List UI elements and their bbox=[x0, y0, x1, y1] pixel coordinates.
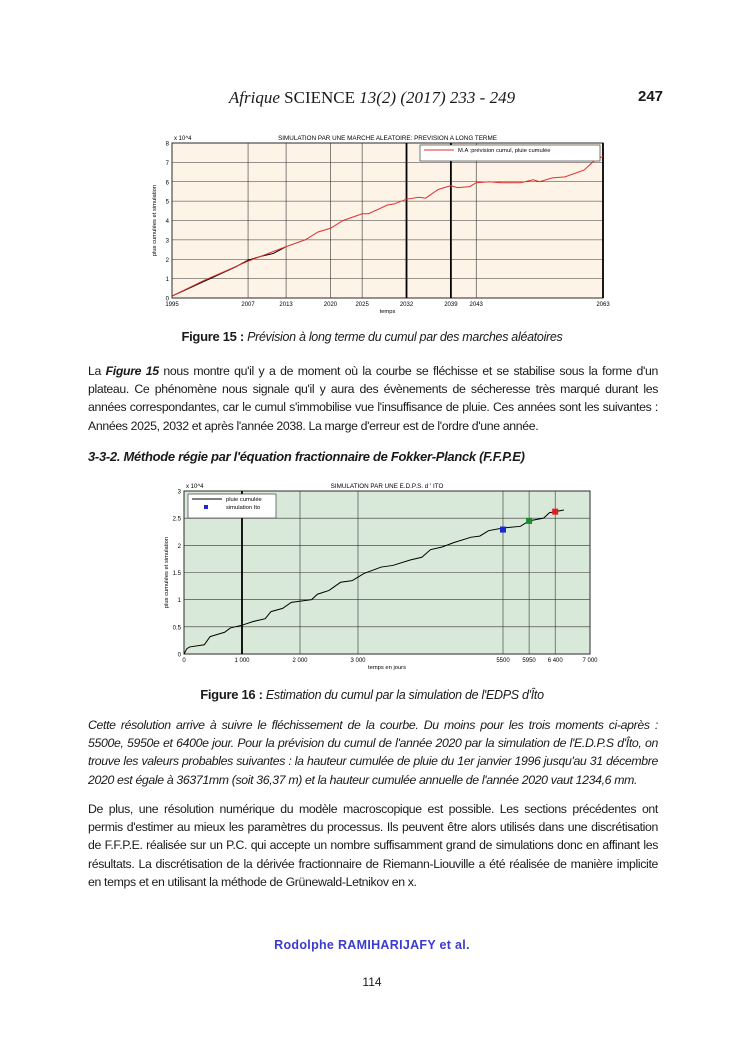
x-axis-label: temps en jours bbox=[368, 665, 406, 670]
x-tick-label: 2063 bbox=[596, 302, 610, 308]
y-tick-label: 1.5 bbox=[173, 571, 182, 577]
y-tick-label: 0 bbox=[178, 653, 182, 659]
x-tick-label: 0 bbox=[182, 658, 186, 664]
figure-15-caption: Figure 15 : Prévision à long terme du cu… bbox=[0, 329, 744, 344]
data-point bbox=[500, 526, 506, 533]
y-tick-label: 1 bbox=[178, 598, 182, 604]
paragraph-1: La Figure 15 nous montre qu'il y a de mo… bbox=[88, 362, 658, 435]
x-tick-label: 7 000 bbox=[582, 658, 598, 664]
y-tick-label: 8 bbox=[166, 142, 170, 148]
page-number: 247 bbox=[638, 88, 664, 105]
data-point bbox=[526, 517, 533, 524]
series-line-0 bbox=[183, 509, 564, 655]
x-tick-label: 2007 bbox=[241, 302, 255, 308]
x-axis-label: temps bbox=[380, 309, 396, 315]
y-tick-label: 6 bbox=[166, 180, 170, 186]
x-tick-label: 2020 bbox=[324, 302, 338, 308]
legend-entry: simulation Ito bbox=[226, 505, 260, 511]
legend-box bbox=[187, 493, 277, 519]
y-tick-label: 3 bbox=[178, 490, 182, 496]
legend-box bbox=[419, 144, 601, 162]
x-tick-label: 2043 bbox=[470, 302, 484, 308]
figure-ref: Figure 15 bbox=[105, 364, 159, 378]
running-header: Afrique SCIENCE 13(2) (2017) 233 - 249 bbox=[0, 88, 744, 108]
series-line-1 bbox=[171, 156, 604, 297]
legend-entry: M.A :prévision cumul, pluie cumulée bbox=[458, 148, 550, 154]
figure-15-chart: 0 1 2 3 4 5 6 7 8 1995 2007 2013 2020 2025 2032 2039 204… bbox=[152, 135, 610, 315]
section-heading: 3-3-2. Méthode régie par l'équation frac… bbox=[88, 449, 525, 464]
y-tick-label: 2 bbox=[178, 544, 182, 550]
x-tick-label: 3 000 bbox=[350, 658, 366, 664]
data-point bbox=[552, 508, 559, 515]
x-tick-label: 5500 bbox=[496, 658, 510, 664]
y-tick-label: 5 bbox=[166, 200, 170, 206]
x-tick-label: 2013 bbox=[279, 302, 293, 308]
x-tick-label: 2039 bbox=[444, 302, 458, 308]
journal-name: Afrique bbox=[228, 88, 280, 107]
legend-entry: pluie cumulée bbox=[226, 497, 262, 503]
legend-marker bbox=[204, 505, 208, 509]
caption-text: Prévision à long terme du cumul par des … bbox=[247, 330, 563, 344]
x-tick-label: 2025 bbox=[355, 302, 369, 308]
y-tick-label: 3 bbox=[166, 238, 170, 244]
x-tick-label: 2032 bbox=[400, 302, 414, 308]
footer-page-number: 114 bbox=[362, 975, 382, 989]
y-tick-label: 1 bbox=[166, 277, 170, 283]
caption-text: Estimation du cumul par la simulation de… bbox=[265, 688, 544, 702]
journal-caps: SCIENCE bbox=[284, 88, 356, 107]
caption-label: Figure 16 : bbox=[200, 687, 263, 702]
y-tick-label: 4 bbox=[166, 219, 170, 225]
y-multiplier: x 10^4 bbox=[174, 136, 192, 142]
y-tick-label: 2.5 bbox=[173, 517, 182, 523]
y-tick-label: 2 bbox=[166, 258, 170, 264]
y-tick-label: 0 bbox=[166, 297, 170, 303]
chart-title: SIMULATION PAR UNE MARCHE ALEATOIRE: PRE… bbox=[278, 135, 497, 142]
paragraph-3: De plus, une résolution numérique du mod… bbox=[88, 802, 658, 889]
x-tick-label: 1 000 bbox=[234, 658, 250, 664]
y-multiplier: x 10^4 bbox=[186, 484, 204, 490]
x-tick-label: 1995 bbox=[165, 302, 179, 308]
figure-16-chart: 0 0.5 1 1.5 2 2.5 3 0 1 000 2 000 3 000 5500 5950 6 4… bbox=[164, 483, 598, 670]
y-axis-label: plus cumulées et simulation bbox=[164, 537, 170, 608]
y-axis-label: plus cumulées et simulation bbox=[152, 185, 158, 256]
x-tick-label: 2 000 bbox=[292, 658, 308, 664]
x-tick-label: 5950 bbox=[522, 658, 536, 664]
y-tick-label: 7 bbox=[166, 161, 170, 167]
x-tick-label: 6 400 bbox=[548, 658, 564, 664]
y-tick-label: 0.5 bbox=[173, 625, 182, 631]
citation: 13(2) (2017) 233 - 249 bbox=[359, 88, 516, 107]
author-footer: Rodolphe RAMIHARIJAFY et al. bbox=[274, 938, 470, 952]
figure-16-caption: Figure 16 : Estimation du cumul par la s… bbox=[0, 687, 744, 702]
caption-label: Figure 15 : bbox=[181, 329, 244, 344]
chart-title: SIMULATION PAR UNE E.D.P.S. d ' ITO bbox=[331, 483, 444, 490]
paragraph-2: Cette résolution arrive à suivre le fléc… bbox=[88, 718, 658, 787]
text: La bbox=[88, 364, 106, 378]
text: nous montre qu'il y a de moment où la co… bbox=[88, 364, 658, 433]
